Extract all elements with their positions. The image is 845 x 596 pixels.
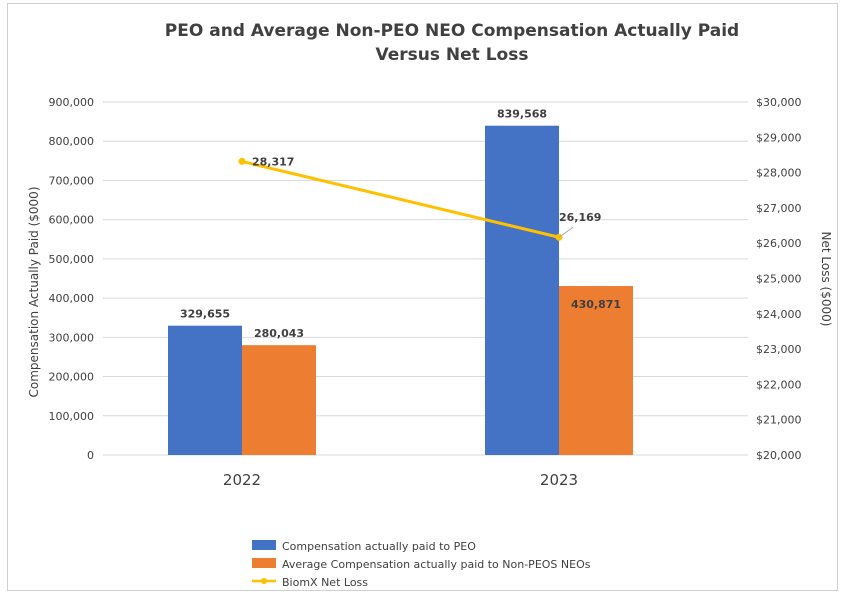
- legend-label: Compensation actually paid to PEO: [282, 540, 476, 553]
- legend-swatch: [252, 540, 276, 550]
- y2-tick-label: $27,000: [756, 202, 802, 215]
- y-tick-label: 500,000: [49, 253, 95, 266]
- net-loss-line-path: [241, 159, 560, 239]
- chart-title-line-2: Versus Net Loss: [376, 45, 529, 65]
- legend: Compensation actually paid to PEO Average…: [252, 540, 591, 589]
- y-tick-label: 900,000: [49, 96, 95, 109]
- bar-peo-2022: [168, 325, 242, 455]
- y-tick-label: 700,000: [49, 174, 95, 187]
- legend-label: BiomX Net Loss: [282, 576, 368, 589]
- y2-axis-label: Net Loss ($000): [819, 232, 833, 327]
- y2-tick-label: $22,000: [756, 378, 802, 391]
- legend-item: BiomX Net Loss: [252, 576, 368, 589]
- y2-tick-label: $30,000: [756, 96, 802, 109]
- bar-data-label: 280,043: [254, 327, 304, 340]
- legend-item: Compensation actually paid to PEO: [252, 540, 476, 553]
- bar-non-peo-2023: [559, 286, 633, 455]
- y2-tick-label: $25,000: [756, 273, 802, 286]
- legend-label: Average Compensation actually paid to No…: [282, 558, 591, 571]
- legend-swatch: [252, 558, 276, 568]
- chart-title-line-1: PEO and Average Non-PEO NEO Compensation…: [165, 21, 739, 41]
- y-tick-label: 400,000: [49, 292, 95, 305]
- line-data-label: 28,317: [252, 155, 294, 168]
- x-tick-label: 2022: [223, 471, 261, 489]
- legend-item: Average Compensation actually paid to No…: [252, 558, 591, 571]
- y-tick-label: 0: [87, 449, 94, 462]
- y2-tick-label: $20,000: [756, 449, 802, 462]
- y-tick-label: 600,000: [49, 214, 95, 227]
- y-tick-label: 100,000: [49, 410, 95, 423]
- chart-frame: PEO and Average Non-PEO NEO Compensation…: [7, 3, 838, 591]
- bar-peo-2023: [485, 125, 559, 456]
- y-tick-label: 200,000: [49, 371, 95, 384]
- leader-line: [558, 226, 574, 238]
- y2-tick-label: $23,000: [756, 343, 802, 356]
- y-tick-label: 300,000: [49, 331, 95, 344]
- legend-marker: [261, 578, 267, 584]
- y2-tick-label: $29,000: [756, 131, 802, 144]
- bar-data-label: 430,871: [571, 298, 621, 311]
- y-tick-label: 800,000: [49, 135, 95, 148]
- data-labels: 329,655 280,043 839,568 430,871 28,317 26,169: [180, 108, 621, 340]
- bar-data-label: 839,568: [497, 108, 547, 121]
- y2-tick-label: $24,000: [756, 308, 802, 321]
- bar-non-peo-2022: [242, 345, 316, 455]
- chart: PEO and Average Non-PEO NEO Compensation…: [27, 21, 833, 589]
- net-loss-point: [238, 157, 246, 165]
- y2-tick-label: $21,000: [756, 414, 802, 427]
- y-axis-ticks: 0 100,000 200,000 300,000 400,000 500,000 600,…: [49, 96, 95, 462]
- y-axis-label: Compensation Actually Paid ($000): [27, 187, 41, 398]
- y2-tick-label: $28,000: [756, 167, 802, 180]
- line-data-label: 26,169: [559, 211, 601, 224]
- x-tick-label: 2023: [540, 471, 578, 489]
- y2-tick-label: $26,000: [756, 237, 802, 250]
- bar-data-label: 329,655: [180, 308, 230, 321]
- bars: [168, 125, 633, 456]
- x-axis-ticks: 2022 2023: [223, 471, 578, 489]
- y2-axis-ticks: $20,000 $21,000 $22,000 $23,000 $24,000 $25,0…: [756, 96, 802, 462]
- chart-title: PEO and Average Non-PEO NEO Compensation…: [165, 21, 739, 65]
